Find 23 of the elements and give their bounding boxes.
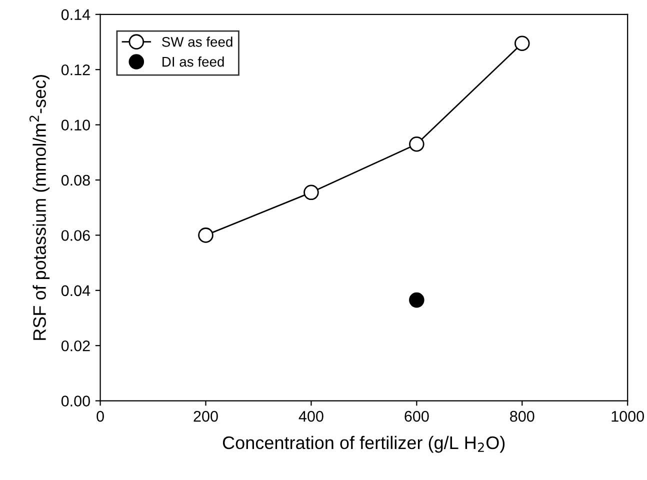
legend-label: DI as feed [162, 56, 224, 67]
x-tick-label: 1000 [612, 410, 644, 422]
y-tick-label: 0.08 [61, 174, 90, 186]
y-tick-label: 0.04 [61, 285, 90, 296]
y-tick-label: 0.14 [61, 9, 90, 20]
point [198, 228, 214, 243]
y-axis-title: RSF of potassium (mmol/m$^{2}$-sec) [29, 74, 50, 340]
point [304, 184, 319, 200]
y-tick-label: 0.10 [61, 120, 90, 130]
legend-label: SW as feed [162, 36, 232, 47]
x-tick-label: 400 [298, 410, 324, 422]
y-tick-label: 0.00 [61, 396, 90, 406]
point [409, 136, 424, 152]
y-tick-label: 0.02 [61, 340, 90, 352]
x-tick-label: 800 [510, 410, 534, 422]
point [514, 36, 530, 52]
point [409, 292, 424, 308]
x-axis-title: Concentration of fertilizer (g/L H$_{2}$O) [222, 436, 505, 453]
x-tick-label: 600 [404, 410, 429, 422]
x-tick-label: 0 [96, 410, 104, 422]
x-tick-label: 200 [194, 410, 218, 422]
y-tick-label: 0.12 [61, 64, 90, 76]
y-tick-label: 0.06 [61, 230, 90, 241]
